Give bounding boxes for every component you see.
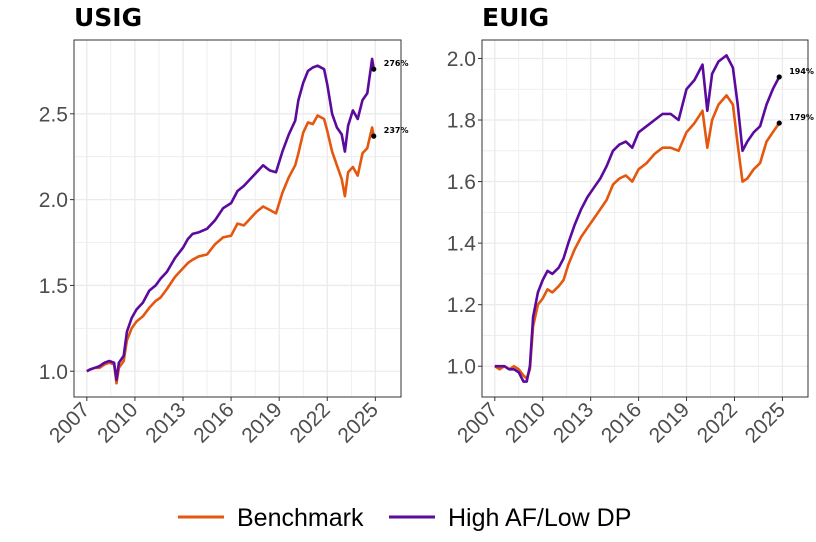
y-tick-label: 1.8 [447,110,476,133]
x-tick-label: 2025 [741,398,790,447]
plot-background-usig [74,40,401,397]
end-point-benchmark-usig [371,133,377,139]
end-point-high-af-low-dp-euig [776,74,782,80]
end-label-benchmark-euig: 179% [789,113,814,122]
x-tick-label: 2013 [141,398,190,447]
x-tick-label: 2007 [453,398,502,447]
legend-label-benchmark: Benchmark [237,504,364,532]
y-tick-label: 2.5 [39,103,68,126]
panel-euig: EUIG179%194%1.01.21.41.61.82.02007201020… [447,3,814,448]
plot-background-euig [482,40,808,397]
legend: Benchmark High AF/Low DP [178,504,631,532]
end-label-high-af-low-dp-usig: 276% [384,59,409,68]
y-tick-label: 1.0 [39,361,68,384]
x-tick-label: 2013 [549,398,598,447]
panel-title-usig: USIG [74,3,142,32]
x-tick-label: 2016 [597,398,646,447]
end-label-high-af-low-dp-euig: 194% [789,67,814,76]
x-tick-label: 2022 [286,398,335,447]
x-tick-label: 2025 [334,398,383,447]
y-tick-label: 1.2 [447,294,476,317]
series-line-benchmark-usig [86,114,376,385]
end-point-benchmark-euig [776,120,782,126]
y-tick-label: 1.5 [39,275,68,298]
x-tick-label: 2019 [237,398,286,447]
y-tick-label: 2.0 [39,189,68,212]
end-label-benchmark-usig: 237% [384,126,409,135]
y-tick-label: 1.6 [447,171,476,194]
x-tick-label: 2022 [693,398,742,447]
x-tick-label: 2010 [93,398,142,447]
panel-border-euig [481,39,809,398]
y-tick-label: 1.4 [447,233,477,256]
series-line-high-af-low-dp-usig [86,57,376,382]
panel-title-euig: EUIG [482,3,549,32]
x-tick-label: 2016 [189,398,238,447]
legend-label-high-af-low-dp: High AF/Low DP [448,504,631,532]
series-line-high-af-low-dp-euig [494,54,781,383]
panel-usig: USIG 237% 276% 1.0 1.5 2.0 2.5 2007201020132016… [39,3,409,448]
y-tick-label: 1.0 [447,356,476,379]
x-tick-label: 2007 [45,398,94,447]
end-point-high-af-low-dp-usig [371,66,377,72]
y-tick-label: 2.0 [447,48,476,71]
x-tick-label: 2010 [501,398,550,447]
x-tick-label: 2019 [645,398,694,447]
panel-border-usig [73,39,402,398]
